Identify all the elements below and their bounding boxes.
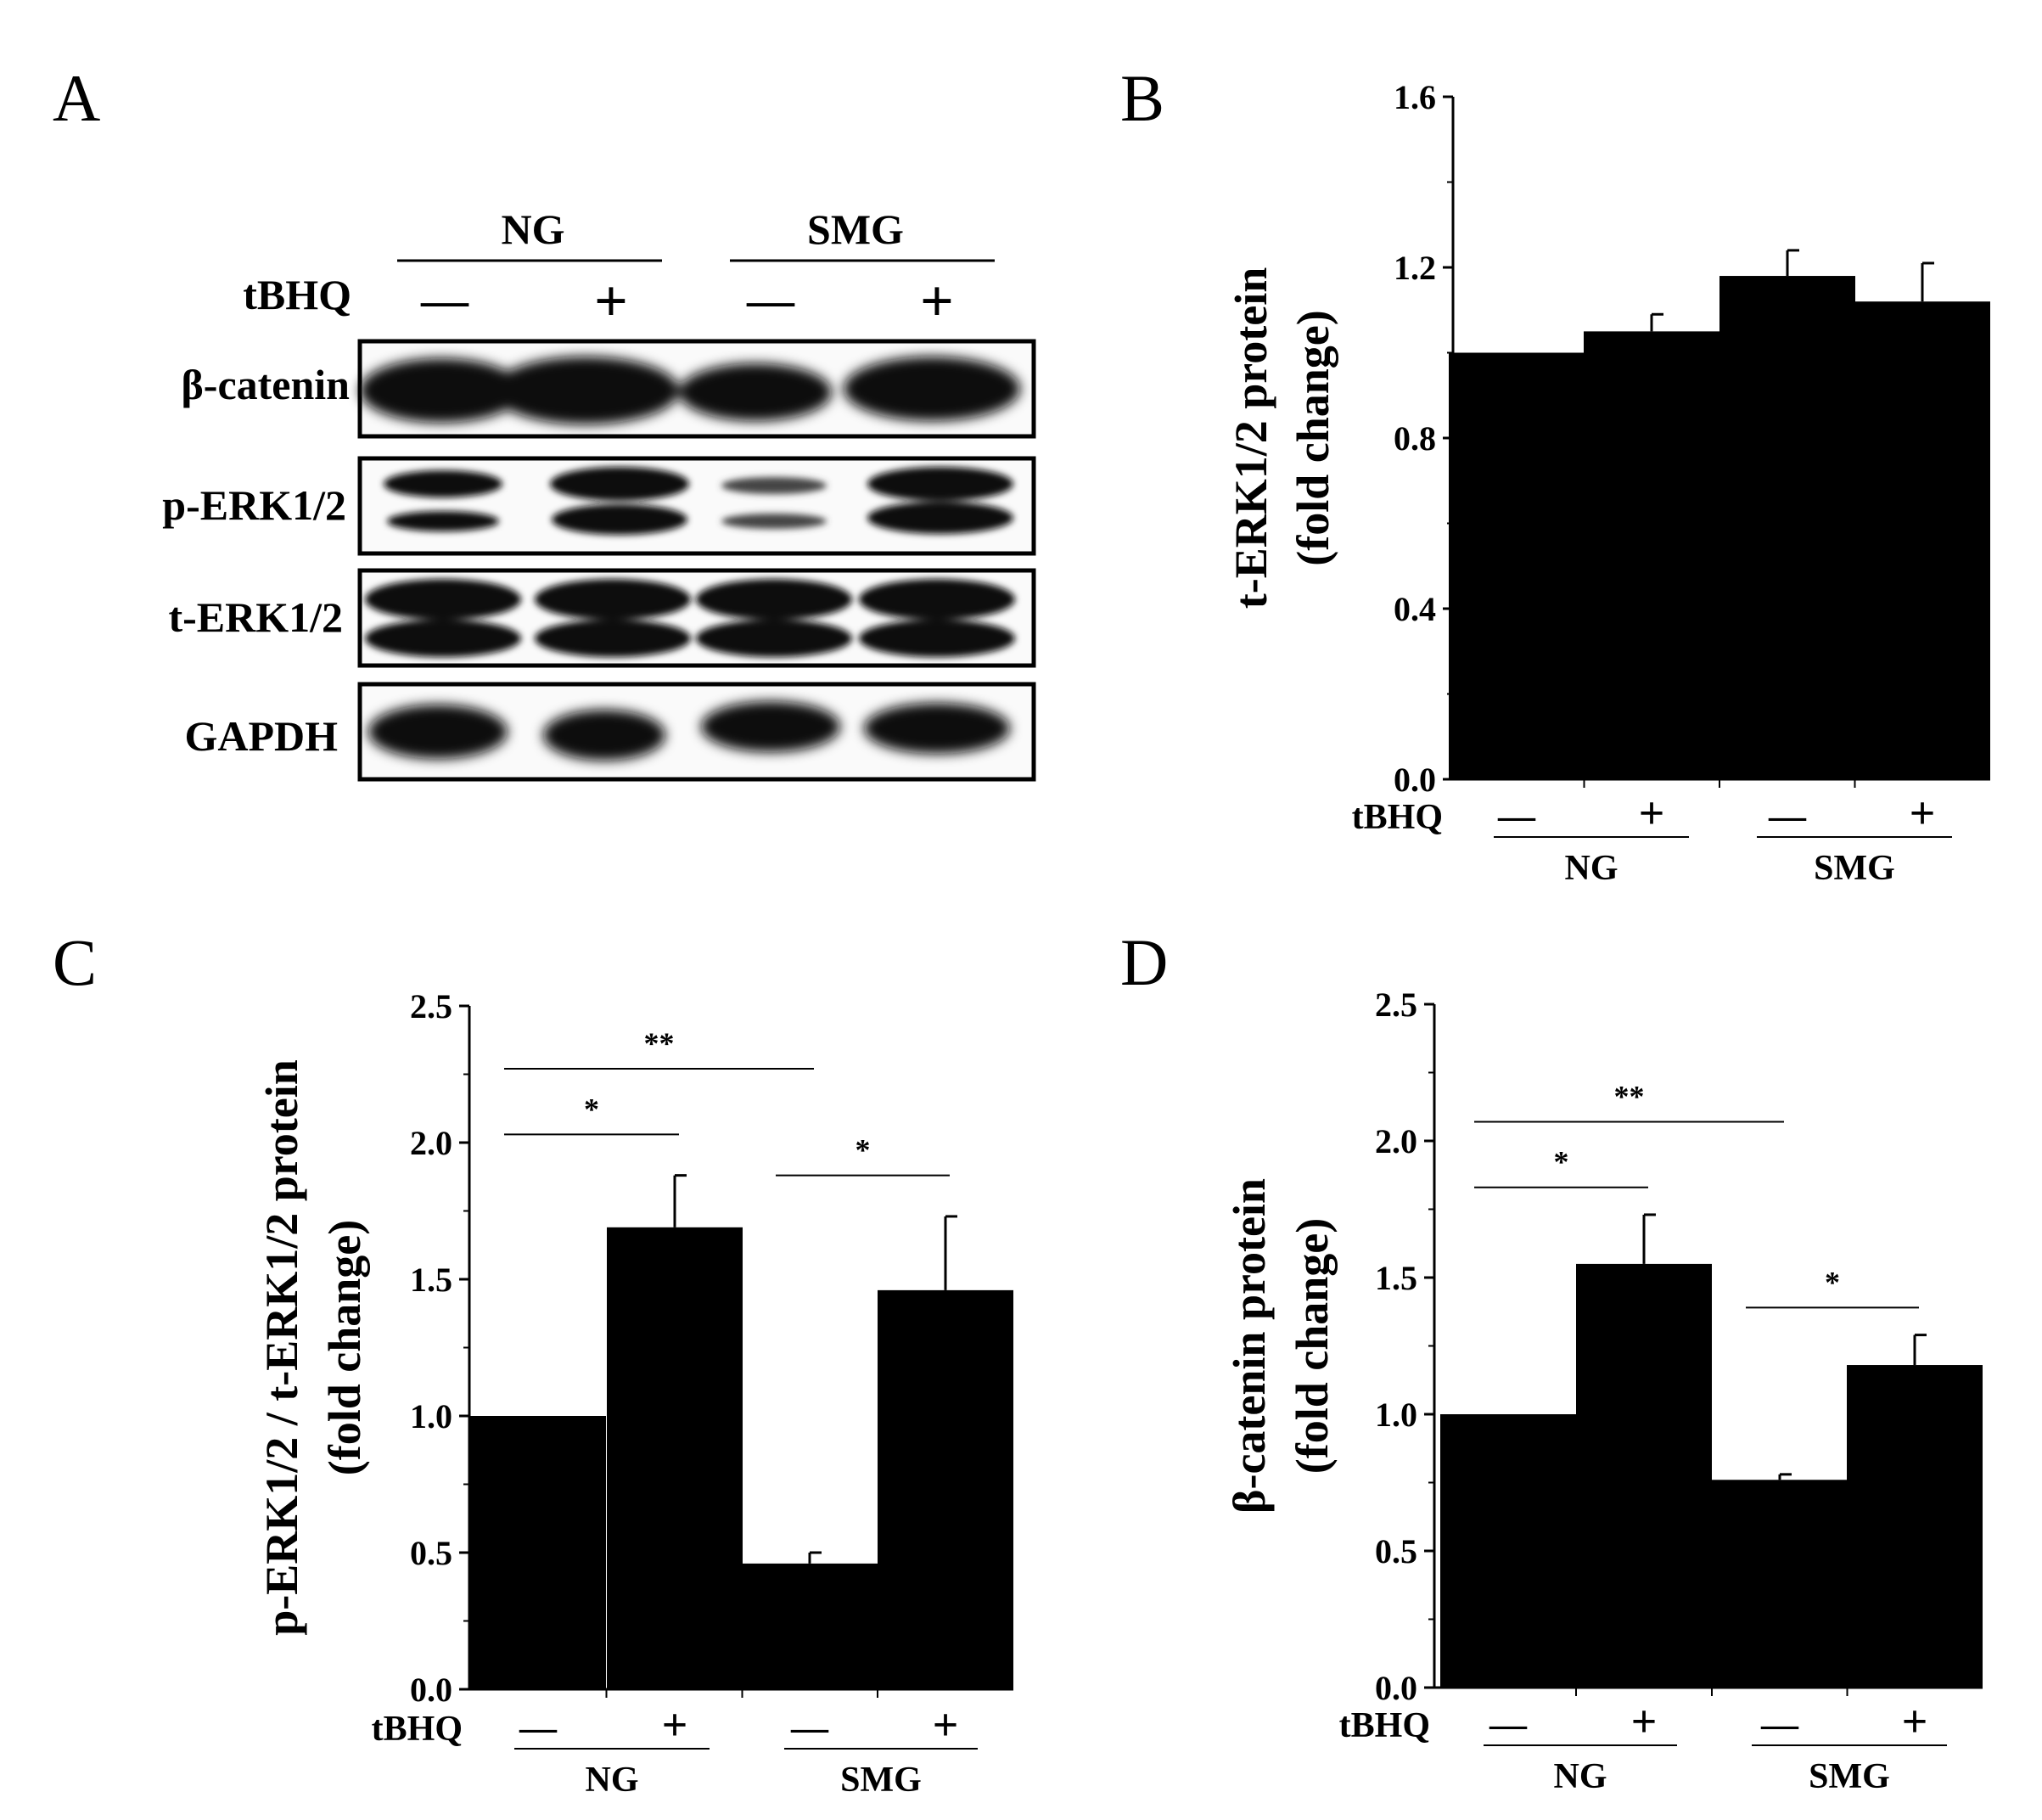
significance-label: * xyxy=(1825,1265,1840,1299)
treatment-sign: + xyxy=(1639,788,1665,839)
group-label: SMG xyxy=(1809,1757,1890,1796)
bar xyxy=(1854,301,1990,779)
panel-c-letter: C xyxy=(53,925,97,999)
treatment-sign: — xyxy=(1497,795,1536,837)
y-axis-label: β-catenin protein xyxy=(1224,1178,1275,1514)
blot-strip-p-erk xyxy=(357,456,1036,556)
chart-c-p-erk-ratio: 0.00.51.01.52.02.5****p-ERK1/2 / t-ERK1/… xyxy=(256,987,1013,1800)
y-tick-label: 0.0 xyxy=(1375,1669,1417,1707)
blot-sign-2: + xyxy=(594,269,628,334)
blot-sign-1: — xyxy=(420,274,469,327)
bar xyxy=(1576,1263,1712,1688)
bar xyxy=(1440,1414,1576,1688)
blot-strip-beta-catenin xyxy=(357,339,1036,439)
treatment-sign: + xyxy=(1910,788,1936,839)
y-tick-label: 0.0 xyxy=(1394,761,1436,799)
group-label: SMG xyxy=(840,1761,922,1800)
blot-strip-t-erk xyxy=(357,568,1036,668)
treatment-sign: — xyxy=(1768,795,1807,837)
bar xyxy=(1449,352,1585,779)
bar xyxy=(607,1227,743,1689)
bar xyxy=(878,1289,1013,1689)
chart-b-t-erk: 0.0 0.4 0.8 1.2 1.6 t-ERK1/2 protein (fold cha… xyxy=(1226,78,1990,888)
y-tick-label: 2.5 xyxy=(1375,986,1417,1024)
y-tick-label: 1.5 xyxy=(1375,1259,1417,1297)
blot-label-beta-catenin: β-catenin xyxy=(181,361,350,408)
blot-sign-3: — xyxy=(746,274,795,327)
y-axis-label: t-ERK1/2 protein xyxy=(1226,267,1276,609)
treatment-sign: + xyxy=(933,1699,959,1750)
panel-b-letter: B xyxy=(1120,61,1164,135)
treatment-label: tBHQ xyxy=(372,1710,463,1749)
group-label: SMG xyxy=(1814,849,1895,888)
y-axis-label-unit: (fold change) xyxy=(1287,310,1338,565)
treatment-sign: — xyxy=(1760,1704,1799,1745)
bar xyxy=(1584,331,1719,779)
y-axis-label: p-ERK1/2 / t-ERK1/2 protein xyxy=(256,1059,307,1636)
y-tick-label: 1.0 xyxy=(1375,1396,1417,1434)
chart-d-beta-catenin: 0.00.51.01.52.02.5****β-catenin protein(… xyxy=(1224,986,1983,1796)
y-tick-label: 1.2 xyxy=(1394,249,1436,287)
treatment-sign: — xyxy=(519,1707,558,1749)
bar xyxy=(1847,1365,1983,1688)
bar xyxy=(1719,276,1855,779)
y-tick-label: 1.5 xyxy=(410,1261,452,1299)
blot-treatment-label: tBHQ xyxy=(243,271,351,318)
bar xyxy=(470,1416,606,1689)
y-axis-label-unit: (fold change) xyxy=(319,1220,370,1475)
treatment-sign: — xyxy=(1489,1704,1528,1745)
significance-label: * xyxy=(856,1133,871,1167)
group-label: NG xyxy=(1554,1757,1607,1796)
y-tick-label: 0.5 xyxy=(1375,1532,1417,1570)
treatment-sign: + xyxy=(1902,1696,1928,1747)
blot-sign-4: + xyxy=(920,269,954,334)
y-tick-label: 0.0 xyxy=(410,1671,452,1709)
y-tick-label: 0.8 xyxy=(1394,419,1436,458)
treatment-label: tBHQ xyxy=(1339,1706,1430,1745)
bar xyxy=(742,1563,878,1689)
significance-label: ** xyxy=(644,1026,675,1060)
blot-group-label-ng: NG xyxy=(502,205,565,253)
y-tick-label: 2.0 xyxy=(1375,1122,1417,1160)
y-tick-label: 2.5 xyxy=(410,987,452,1025)
significance-label: * xyxy=(1554,1145,1569,1179)
blot-label-t-erk: t-ERK1/2 xyxy=(168,593,343,641)
y-tick-label: 0.5 xyxy=(410,1534,452,1572)
panel-a-letter: A xyxy=(53,61,100,135)
y-axis-label-unit: (fold change) xyxy=(1287,1218,1338,1474)
group-label: NG xyxy=(586,1761,639,1800)
significance-label: * xyxy=(584,1092,599,1126)
treatment-sign: — xyxy=(790,1707,829,1749)
y-tick-label: 0.4 xyxy=(1394,590,1436,628)
blot-strip-gapdh xyxy=(357,682,1036,782)
panel-d-letter: D xyxy=(1120,925,1168,999)
y-tick-label: 2.0 xyxy=(410,1124,452,1162)
y-tick-label: 1.6 xyxy=(1394,78,1436,116)
blot-label-p-erk: p-ERK1/2 xyxy=(162,481,346,529)
group-label: NG xyxy=(1565,849,1618,888)
treatment-label: tBHQ xyxy=(1352,798,1443,837)
significance-label: ** xyxy=(1614,1079,1645,1113)
panel-a-western-blot: A NG SMG tBHQ — + — + β-catenin p-ERK1/2 xyxy=(53,61,1036,782)
y-tick-label: 1.0 xyxy=(410,1397,452,1435)
treatment-sign: + xyxy=(1631,1696,1658,1747)
treatment-sign: + xyxy=(662,1699,688,1750)
blot-label-gapdh: GAPDH xyxy=(184,712,338,760)
blot-group-label-smg: SMG xyxy=(807,205,904,253)
bar xyxy=(1712,1480,1848,1688)
